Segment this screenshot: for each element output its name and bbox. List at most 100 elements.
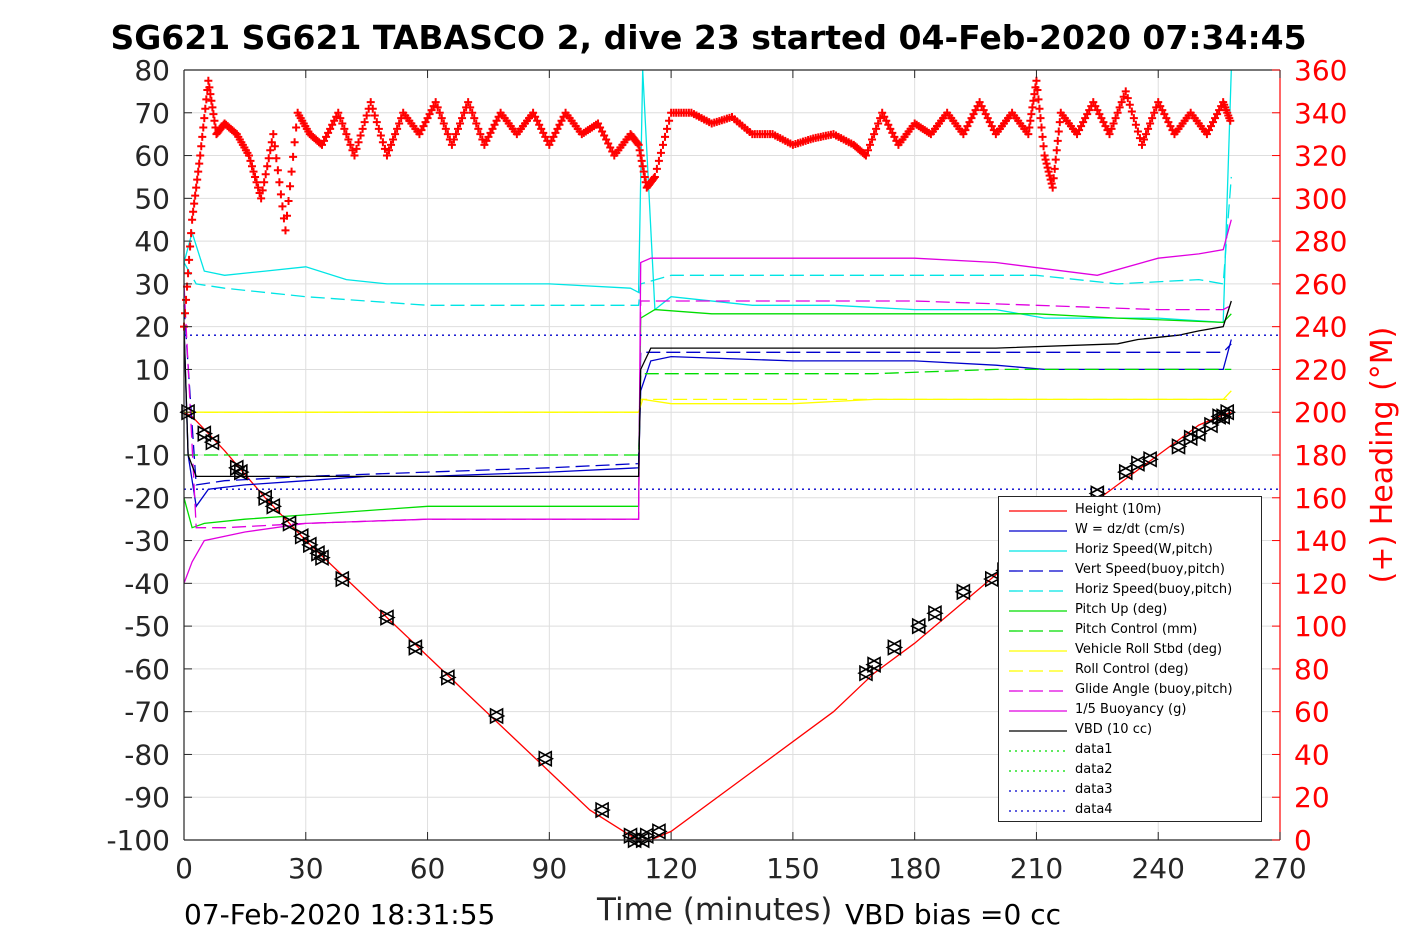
legend-swatch: [1009, 590, 1067, 592]
heading-marker: [488, 124, 497, 133]
heading-marker: [382, 151, 391, 160]
heading-marker: [1213, 110, 1222, 119]
heading-marker: [598, 127, 607, 136]
heading-marker: [261, 170, 270, 179]
heading-marker: [1093, 106, 1102, 115]
heading-marker: [1146, 119, 1155, 128]
heading-marker: [207, 96, 216, 105]
heading-marker: [987, 122, 996, 131]
legend-label: Pitch Control (mm): [1075, 622, 1198, 637]
heading-marker: [1024, 130, 1033, 139]
heading-marker: [1029, 96, 1038, 105]
heading-marker: [433, 103, 442, 112]
heading-marker: [1142, 130, 1151, 139]
heading-marker: [466, 103, 475, 112]
y-tick-label: 0: [152, 396, 170, 429]
heading-marker: [1049, 174, 1058, 183]
y2-axis-label: (+) Heading (°M): [1365, 327, 1400, 584]
heading-marker: [1226, 116, 1235, 125]
y-tick-label: 70: [134, 97, 170, 130]
heading-marker: [332, 112, 341, 121]
heading-marker: [273, 166, 282, 175]
dive-marker: [1192, 425, 1208, 442]
heading-marker: [600, 131, 609, 140]
dive-marker: [234, 463, 250, 481]
heading-marker: [374, 124, 383, 133]
heading-marker: [1209, 118, 1218, 127]
heading-marker: [983, 114, 992, 123]
heading-marker: [196, 151, 205, 160]
legend-swatch: [1009, 770, 1067, 772]
heading-marker: [1152, 103, 1161, 112]
heading-marker: [1125, 100, 1134, 109]
heading-marker: [320, 136, 329, 145]
dive-marker: [311, 545, 327, 562]
dive-marker: [652, 823, 668, 840]
legend-label: Horiz Speed(W,pitch): [1075, 542, 1213, 557]
heading-marker: [464, 98, 473, 107]
heading-marker: [204, 76, 213, 85]
dive-marker: [197, 425, 213, 442]
legend-item: W = dz/dt (cm/s): [999, 521, 1261, 541]
legend-label: W = dz/dt (cm/s): [1075, 522, 1186, 537]
heading-marker: [1075, 126, 1084, 135]
y2-tick-label: 60: [1294, 696, 1330, 729]
dive-marker: [181, 403, 197, 421]
heading-marker: [328, 120, 337, 129]
heading-marker: [1123, 94, 1132, 103]
heading-marker: [967, 114, 976, 123]
heading-marker: [594, 119, 603, 128]
heading-marker: [878, 108, 887, 117]
heading-marker: [663, 124, 672, 133]
dive-marker: [1204, 416, 1220, 434]
x-tick-label: 0: [175, 852, 193, 885]
heading-marker: [537, 124, 546, 133]
heading-marker: [545, 140, 554, 149]
heading-marker: [1105, 130, 1114, 139]
heading-marker: [1032, 76, 1041, 85]
heading-marker: [1166, 122, 1175, 131]
axes: 0 30 60 90 120 150 180 210 240 270 80 70 60 50 40 30 20 1…: [106, 54, 1400, 885]
heading-marker: [189, 207, 198, 216]
heading-marker: [1027, 110, 1036, 119]
legend-label: Glide Angle (buoy,pitch): [1075, 682, 1233, 697]
heading-marker: [559, 112, 568, 121]
heading-marker: [1121, 87, 1130, 96]
heading-marker: [969, 110, 978, 119]
heading-marker: [535, 120, 544, 129]
heading-marker: [191, 191, 200, 200]
chart-title: SG621 SG621 TABASCO 2, dive 23 started 0…: [110, 18, 1307, 57]
y2-tick-label: 360: [1294, 54, 1347, 87]
legend-swatch: [1009, 510, 1067, 512]
heading-marker: [1127, 107, 1136, 116]
heading-marker: [181, 309, 190, 318]
y2-tick-label: 0: [1294, 824, 1312, 857]
heading-marker: [478, 135, 487, 144]
footer-vbd-bias: VBD bias =0 cc: [845, 898, 1061, 931]
heading-marker: [652, 164, 661, 173]
y2-tick-label: 240: [1294, 311, 1347, 344]
heading-marker: [1101, 122, 1110, 131]
legend-swatch: [1009, 670, 1067, 672]
heading-marker: [441, 124, 450, 133]
legend-label: VBD (10 cc): [1075, 722, 1153, 737]
y2-tick-label: 40: [1294, 738, 1330, 771]
heading-marker: [553, 124, 562, 133]
heading-marker: [1042, 159, 1051, 168]
y-tick-label: -40: [124, 567, 170, 600]
heading-marker: [187, 229, 196, 238]
dive-marker: [303, 536, 319, 554]
heading-marker: [1053, 136, 1062, 145]
heading-marker: [636, 151, 645, 160]
heading-marker: [470, 114, 479, 123]
heading-marker: [185, 255, 194, 264]
heading-marker: [460, 108, 469, 117]
heading-marker: [1144, 124, 1153, 133]
y-tick-label: -80: [124, 738, 170, 771]
heading-marker: [1111, 114, 1120, 123]
heading-marker: [1030, 90, 1039, 99]
heading-marker: [861, 151, 870, 160]
heading-marker: [977, 102, 986, 111]
heading-marker: [258, 186, 267, 195]
heading-marker: [370, 111, 379, 120]
